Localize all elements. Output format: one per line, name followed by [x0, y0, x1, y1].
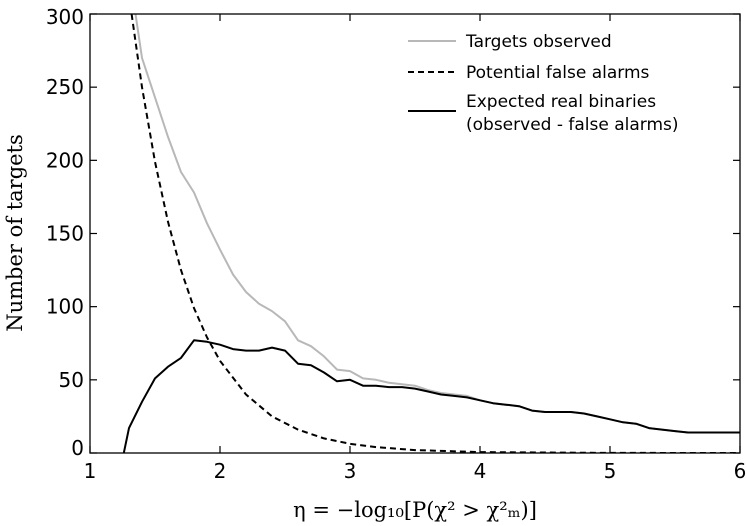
x-tick-label: 5: [604, 459, 617, 483]
legend-label-false-alarms: Potential false alarms: [466, 63, 650, 83]
x-tick-label: 2: [214, 459, 227, 483]
legend: Targets observed Potential false alarms …: [408, 32, 679, 135]
x-tick-label: 6: [734, 459, 747, 483]
ticks-layer: 1 2 3 4 5 6 0 50 100 150 200 250 300: [46, 5, 747, 483]
y-tick-label: 100: [46, 295, 84, 319]
x-tick-label: 1: [84, 459, 97, 483]
y-tick-label: 0: [71, 436, 84, 460]
series-layer: [122, 14, 740, 453]
series-line-expected-real-binaries: [122, 339, 740, 453]
y-tick-label: 150: [46, 222, 84, 246]
x-tick-label: 3: [344, 459, 357, 483]
y-tick-label: 50: [59, 368, 84, 392]
legend-label-real-binaries-line1: Expected real binaries: [466, 92, 656, 112]
legend-label-real-binaries-line2: (observed - false alarms): [466, 115, 679, 135]
x-tick-label: 4: [474, 459, 487, 483]
x-axis-title: η = −log₁₀[P(χ² > χ²ₘ)]: [293, 498, 537, 522]
y-tick-label: 200: [46, 148, 84, 172]
y-axis-title: Number of targets: [3, 134, 27, 332]
y-tick-label: 250: [46, 75, 84, 99]
legend-label-targets-observed: Targets observed: [465, 32, 612, 52]
y-tick-label: 300: [46, 5, 84, 29]
series-line-potential-false-alarms: [130, 14, 740, 453]
